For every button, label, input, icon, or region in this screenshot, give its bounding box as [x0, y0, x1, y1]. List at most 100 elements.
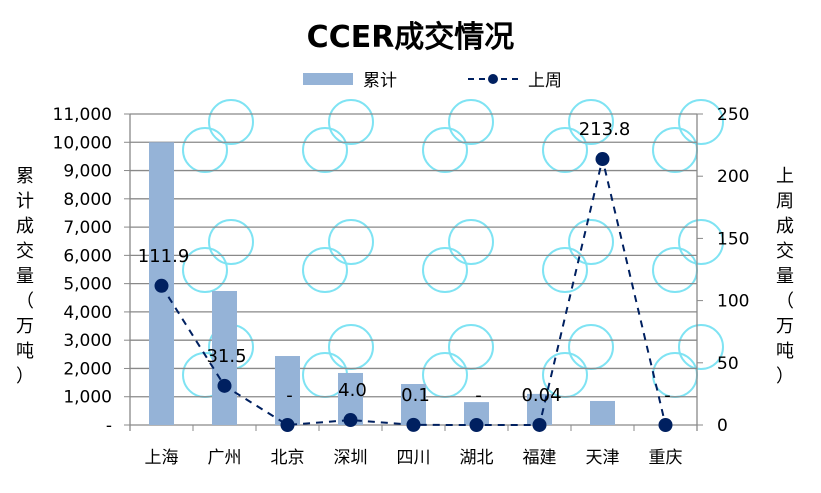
watermark-icon — [678, 219, 724, 265]
right-axis-tick-label: 50 — [717, 354, 739, 374]
axis-title-char: （ — [776, 291, 794, 312]
watermark-icon — [448, 99, 494, 145]
legend-item-last-week: 上周 — [468, 66, 562, 91]
watermark-icon — [652, 247, 698, 293]
watermark-icon — [208, 99, 254, 145]
axis-title-char: 成 — [16, 216, 34, 237]
axis-title-char: 吨 — [16, 341, 34, 362]
legend: 累计 上周 — [0, 66, 821, 91]
right-axis-tick-label: 0 — [717, 416, 728, 436]
axis-title-char: （ — [16, 291, 34, 312]
data-label: 0.1 — [401, 385, 430, 406]
axis-title-char: 量 — [776, 266, 794, 287]
axis-title-char: 量 — [16, 266, 34, 287]
data-label: 0.04 — [521, 385, 561, 406]
legend-label-last-week: 上周 — [528, 71, 562, 91]
x-axis-category-label: 重庆 — [649, 448, 683, 468]
legend-item-cumulative: 累计 — [303, 66, 397, 91]
axis-title-char: 成 — [776, 216, 794, 237]
x-axis-category-label: 北京 — [271, 448, 305, 468]
left-axis-tick-label: 11,000 — [53, 105, 112, 125]
watermark-icon — [448, 324, 494, 370]
watermark-icon — [328, 324, 374, 370]
right-axis-tick-label: 250 — [717, 105, 749, 125]
watermark-icon — [208, 219, 254, 265]
data-point-marker — [595, 152, 610, 167]
watermark-icon — [568, 324, 614, 370]
data-label: - — [475, 385, 482, 406]
data-point-marker — [217, 378, 232, 393]
chart-title: CCER成交情况 — [306, 20, 515, 55]
watermark-icon — [448, 219, 494, 265]
axis-title-char: 上 — [776, 166, 794, 187]
data-label: 213.8 — [579, 119, 631, 140]
left-axis-tick-label: 10,000 — [53, 133, 112, 153]
x-axis-category-label: 福建 — [523, 448, 557, 468]
watermark-icon — [182, 127, 228, 173]
axis-title-char: 吨 — [776, 341, 794, 362]
bar-swatch-icon — [303, 72, 353, 85]
axis-title-char: 周 — [776, 191, 794, 212]
left-axis-tick-label: 8,000 — [63, 190, 112, 210]
right-axis-tick-label: 200 — [717, 167, 749, 187]
x-axis-category-label: 深圳 — [334, 448, 368, 468]
left-axis-tick-label: 3,000 — [63, 331, 112, 351]
dashed-line-marker-icon — [468, 73, 518, 84]
left-axis-tick-label: 4,000 — [63, 303, 112, 323]
bar — [275, 356, 300, 425]
axis-title-char: ） — [776, 366, 794, 387]
watermark-icon — [302, 247, 348, 293]
axis-title-char: 万 — [16, 316, 34, 337]
x-axis-category-label: 广州 — [208, 448, 242, 468]
watermark-icon — [328, 99, 374, 145]
watermark-icon — [302, 127, 348, 173]
watermark-icon — [182, 247, 228, 293]
watermark-icon — [542, 127, 588, 173]
axis-title-char: 交 — [776, 241, 794, 262]
x-axis-category-label: 四川 — [397, 448, 431, 468]
watermark-icon — [422, 247, 468, 293]
watermark-icon — [568, 99, 614, 145]
legend-label-cumulative: 累计 — [363, 71, 397, 91]
watermark-icon — [678, 99, 724, 145]
watermark-icon — [542, 247, 588, 293]
left-axis-tick-label: 9,000 — [63, 162, 112, 182]
right-axis-title: 上周成交量 （ 万吨 ） — [774, 164, 796, 389]
watermark-icon — [652, 127, 698, 173]
watermark-icon — [422, 127, 468, 173]
left-axis-tick-label: 2,000 — [63, 359, 112, 379]
axis-title-char: 万 — [776, 316, 794, 337]
data-point-marker — [343, 413, 358, 428]
data-point-marker — [658, 418, 673, 432]
left-axis-tick-label: 1,000 — [63, 388, 112, 408]
x-axis-category-label: 上海 — [145, 448, 179, 468]
left-axis-tick-label: 5,000 — [63, 275, 112, 295]
data-point-marker — [532, 417, 547, 432]
data-point-marker — [469, 418, 484, 432]
left-axis-tick-label: 7,000 — [63, 218, 112, 238]
left-axis-tick-label: 6,000 — [63, 246, 112, 266]
bar — [464, 402, 489, 425]
watermark-icon — [568, 219, 614, 265]
data-label: - — [664, 385, 671, 406]
bar — [212, 290, 237, 425]
axis-title-char: 计 — [16, 191, 34, 212]
right-axis-tick-label: 150 — [717, 229, 749, 249]
watermark-icon — [678, 324, 724, 370]
data-label: 111.9 — [138, 246, 190, 267]
axis-title-char: ） — [16, 366, 34, 387]
axis-title-char: 累 — [16, 166, 34, 187]
data-point-marker — [280, 418, 295, 432]
data-label: - — [286, 385, 293, 406]
axis-title-char: 交 — [16, 241, 34, 262]
data-point-marker — [154, 278, 169, 293]
x-axis-category-label: 湖北 — [460, 448, 494, 468]
watermark-icon — [652, 352, 698, 398]
watermark-icon — [328, 219, 374, 265]
data-label: 31.5 — [206, 346, 246, 367]
x-axis-category-label: 天津 — [586, 448, 620, 468]
data-label: 4.0 — [338, 380, 367, 401]
data-point-marker — [406, 417, 421, 432]
left-axis-title: 累计成交量 （ 万吨 ） — [14, 164, 36, 389]
